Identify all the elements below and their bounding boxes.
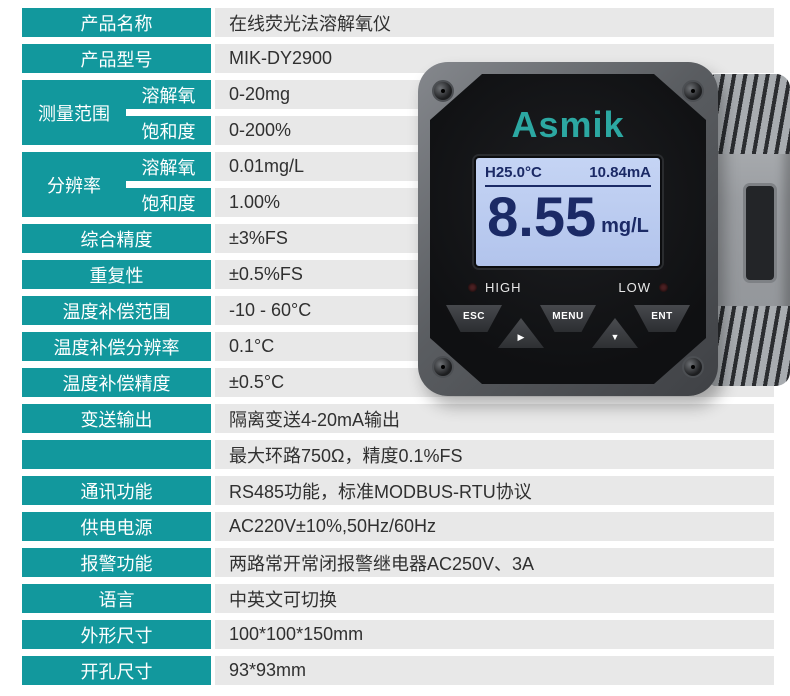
spec-label: 综合精度 — [22, 224, 211, 253]
spec-label: 测量范围 — [22, 80, 126, 145]
lcd-reading: 8.55 — [487, 185, 597, 248]
heatsink-fins-bottom-icon — [710, 306, 790, 386]
spec-label: 报警功能 — [22, 548, 211, 577]
spec-label: 重复性 — [22, 260, 211, 289]
spec-value: 最大环路750Ω，精度0.1%FS — [215, 440, 774, 469]
divider — [126, 181, 211, 188]
spec-value: 中英文可切换 — [215, 584, 774, 613]
spec-label: 变送输出 — [22, 404, 211, 433]
spec-sublabel: 溶解氧 — [126, 152, 211, 181]
spec-label: 温度补偿分辨率 — [22, 332, 211, 361]
table-row: 开孔尺寸 93*93mm — [22, 656, 790, 685]
table-row: 最大环路750Ω，精度0.1%FS — [22, 440, 790, 469]
table-row: 产品名称 在线荧光法溶解氧仪 — [22, 8, 790, 37]
brand-logo: Asmik — [511, 104, 625, 145]
low-led-icon — [659, 283, 668, 292]
lcd-display: H25.0°C 10.84mA 8.55 mg/L — [474, 156, 662, 268]
spec-label: 产品名称 — [22, 8, 211, 37]
spec-value: 100*100*150mm — [215, 620, 774, 649]
spec-label: 产品型号 — [22, 44, 211, 73]
screw-icon — [682, 356, 704, 378]
spec-value: AC220V±10%,50Hz/60Hz — [215, 512, 774, 541]
keypad: ESC ▶ MENU ▼ ENT — [446, 305, 690, 348]
device-front-panel: Asmik H25.0°C 10.84mA 8.55 mg/L HIGH LOW — [418, 62, 718, 396]
spec-value: 隔离变送4-20mA输出 — [215, 404, 774, 433]
low-label: LOW — [618, 280, 651, 295]
lcd-unit: mg/L — [601, 215, 649, 237]
table-row: 报警功能 两路常开常闭报警继电器AC250V、3A — [22, 548, 790, 577]
screw-icon — [432, 356, 454, 378]
spec-label: 开孔尺寸 — [22, 656, 211, 685]
divider — [126, 109, 211, 116]
lcd-current: 10.84mA — [589, 164, 651, 181]
screw-icon — [682, 80, 704, 102]
menu-button[interactable]: MENU — [540, 305, 596, 332]
table-row: 外形尺寸 100*100*150mm — [22, 620, 790, 649]
spec-label: 语言 — [22, 584, 211, 613]
side-slot — [746, 186, 774, 280]
table-row: 语言 中英文可切换 — [22, 584, 790, 613]
spec-label — [22, 440, 211, 469]
spec-label: 供电电源 — [22, 512, 211, 541]
spec-sublabels: 溶解氧 饱和度 — [126, 152, 211, 217]
spec-sublabel: 饱和度 — [126, 116, 211, 145]
spec-label-group: 测量范围 溶解氧饱和度 — [22, 80, 211, 145]
lcd-temperature: H25.0°C — [485, 164, 542, 181]
screw-icon — [432, 80, 454, 102]
spec-label: 温度补偿范围 — [22, 296, 211, 325]
device-face: Asmik H25.0°C 10.84mA 8.55 mg/L HIGH LOW — [430, 74, 706, 384]
spec-label-group: 分辨率 溶解氧饱和度 — [22, 152, 211, 217]
spec-value: 在线荧光法溶解氧仪 — [215, 8, 774, 37]
device-photo: Asmik H25.0°C 10.84mA 8.55 mg/L HIGH LOW — [418, 58, 790, 398]
device-side-housing — [710, 74, 790, 386]
esc-button[interactable]: ESC — [446, 305, 502, 332]
table-row: 供电电源 AC220V±10%,50Hz/60Hz — [22, 512, 790, 541]
ent-button[interactable]: ENT — [634, 305, 690, 332]
high-led-icon — [468, 283, 477, 292]
down-arrow-button[interactable]: ▼ — [592, 318, 638, 348]
alarm-indicators: HIGH LOW — [468, 280, 668, 295]
spec-sublabels: 溶解氧 饱和度 — [126, 80, 211, 145]
spec-label: 通讯功能 — [22, 476, 211, 505]
spec-label: 外形尺寸 — [22, 620, 211, 649]
spec-sublabel: 溶解氧 — [126, 80, 211, 109]
spec-label: 温度补偿精度 — [22, 368, 211, 397]
table-row: 产品型号 MIK-DY2900 — [22, 44, 790, 73]
spec-label: 分辨率 — [22, 152, 126, 217]
spec-value: 两路常开常闭报警继电器AC250V、3A — [215, 548, 774, 577]
right-arrow-button[interactable]: ▶ — [498, 318, 544, 348]
spec-sublabel: 饱和度 — [126, 188, 211, 217]
high-label: HIGH — [485, 280, 522, 295]
spec-value: 93*93mm — [215, 656, 774, 685]
table-row: 变送输出 隔离变送4-20mA输出 — [22, 404, 790, 433]
spec-value: RS485功能，标准MODBUS-RTU协议 — [215, 476, 774, 505]
table-row: 通讯功能 RS485功能，标准MODBUS-RTU协议 — [22, 476, 790, 505]
heatsink-fins-top-icon — [710, 74, 790, 154]
